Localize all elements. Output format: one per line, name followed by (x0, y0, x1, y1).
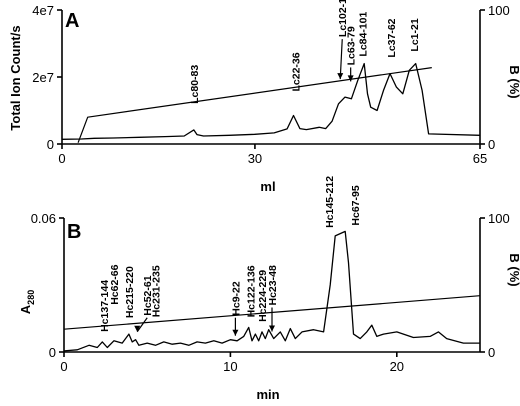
peak-label: Lc22-36 (290, 52, 302, 91)
peak-arrowhead (232, 329, 239, 336)
gradient-line (77, 67, 432, 143)
y2-tick-label: 0 (488, 345, 495, 360)
y2-tick-label: 100 (488, 211, 510, 226)
panel-b-y-axis-label-main: A (18, 304, 33, 314)
peak-arrowhead (134, 325, 141, 332)
x-tick-label: 10 (223, 359, 237, 374)
peak-label: Lc37-62 (386, 18, 398, 57)
x-tick-label: 65 (473, 151, 487, 166)
panel-b-y-axis-label: A280 (18, 290, 36, 314)
y2-tick-label: 0 (488, 137, 495, 152)
peak-label: Hc52-61 (142, 275, 154, 315)
x-tick-label: 20 (390, 359, 404, 374)
peak-label: Hc215-220 (124, 266, 136, 318)
peak-label: Hc231-235 (151, 265, 163, 317)
panel-b-x-axis-label: min (256, 387, 279, 402)
peak-arrowhead (347, 75, 354, 82)
peak-arrow (339, 39, 343, 80)
panel-a-y-axis-label: Total Ion Count/s (8, 25, 23, 130)
peak-label: Lc80-83 (189, 65, 201, 104)
peak-arrow (136, 317, 148, 333)
panel-b-y2-axis-label: B (%) (507, 253, 520, 286)
y-tick-label: 0 (47, 137, 54, 152)
x-tick-label: 30 (248, 151, 262, 166)
signal-trace (61, 62, 481, 140)
x-tick-label: 0 (58, 151, 65, 166)
panel-a-letter: A (65, 10, 79, 32)
peak-label: Lc1-21 (409, 18, 421, 51)
panel-b-axes (59, 217, 485, 357)
peak-label: Hc62-66 (109, 264, 121, 304)
panel-b-y-axis-label-sub: 280 (26, 290, 36, 305)
peak-arrowhead (337, 73, 344, 80)
peak-label: Lc102-137 (337, 0, 349, 37)
peak-label: Hc9-22 (230, 281, 242, 316)
peak-label: Lc63-79 (346, 26, 358, 65)
peak-label: Hc137-144 (99, 280, 111, 332)
y-tick-label: 0.06 (31, 211, 56, 226)
panel-b-letter: B (67, 221, 81, 243)
peak-label: Lc84-101 (357, 11, 369, 56)
panel-b-tick-labels: 0 10 20 0 0.06 0 100 (31, 211, 510, 374)
panel-a-series (61, 62, 481, 143)
peak-label: Hc122-136 (245, 265, 257, 317)
signal-trace (63, 230, 480, 352)
y2-tick-label: 100 (488, 3, 510, 18)
panel-a: A Total Ion Count/s B (%) ml 0306502e74e… (8, 0, 520, 194)
panel-a-x-axis-label: ml (260, 179, 275, 194)
panel-b: B A280 B (%) min 0 10 20 0 0.06 0 100 Hc137-14… (18, 176, 520, 402)
y-tick-label: 2e7 (32, 70, 54, 85)
panel-a-axes (57, 9, 485, 149)
peak-label: Hc145-212 (324, 176, 336, 228)
x-tick-label: 0 (60, 359, 67, 374)
panel-a-y2-axis-label: B (%) (507, 65, 520, 98)
peak-label: Hc23-48 (267, 265, 279, 305)
peak-label: Hc224-229 (257, 270, 269, 322)
y-tick-label: 0 (49, 345, 56, 360)
peak-arrowhead (269, 325, 275, 332)
y-tick-label: 4e7 (32, 3, 54, 18)
peak-label: Hc67-95 (350, 185, 362, 225)
